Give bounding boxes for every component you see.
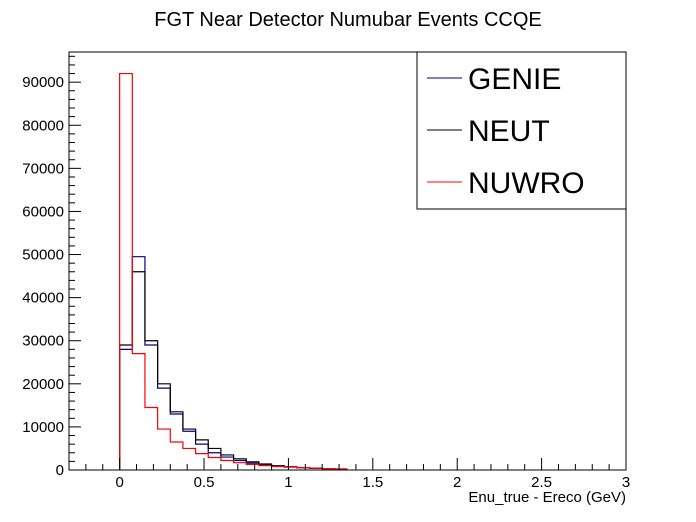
- x-tick-label: 0.5: [194, 474, 215, 491]
- y-tick-label: 0: [56, 462, 64, 479]
- y-tick-label: 70000: [22, 160, 64, 177]
- chart-title: FGT Near Detector Numubar Events CCQE: [154, 9, 542, 31]
- y-tick-label: 60000: [22, 203, 64, 220]
- legend-label-genie: GENIE: [468, 63, 561, 96]
- series-neut-histogram: [120, 272, 348, 470]
- y-tick-label: 80000: [22, 117, 64, 134]
- y-tick-label: 20000: [22, 376, 64, 393]
- y-tick-label: 50000: [22, 247, 64, 264]
- x-axis-title: Enu_true - Ereco (GeV): [468, 489, 626, 506]
- y-tick-label: 40000: [22, 290, 64, 307]
- legend: GENIE NEUT NUWRO: [417, 52, 626, 209]
- legend-label-neut: NEUT: [468, 115, 550, 148]
- series-genie-histogram: [120, 257, 348, 470]
- x-tick-label: 2: [453, 474, 461, 491]
- y-tick-label: 30000: [22, 333, 64, 350]
- x-tick-label: 0: [115, 474, 123, 491]
- x-tick-label: 1.5: [362, 474, 383, 491]
- series-nuwro-histogram: [120, 74, 348, 470]
- y-tick-label: 10000: [22, 419, 64, 436]
- x-tick-label: 1: [284, 474, 292, 491]
- y-tick-label: 90000: [22, 74, 64, 91]
- legend-label-nuwro: NUWRO: [468, 167, 585, 200]
- series-layer: [120, 74, 348, 470]
